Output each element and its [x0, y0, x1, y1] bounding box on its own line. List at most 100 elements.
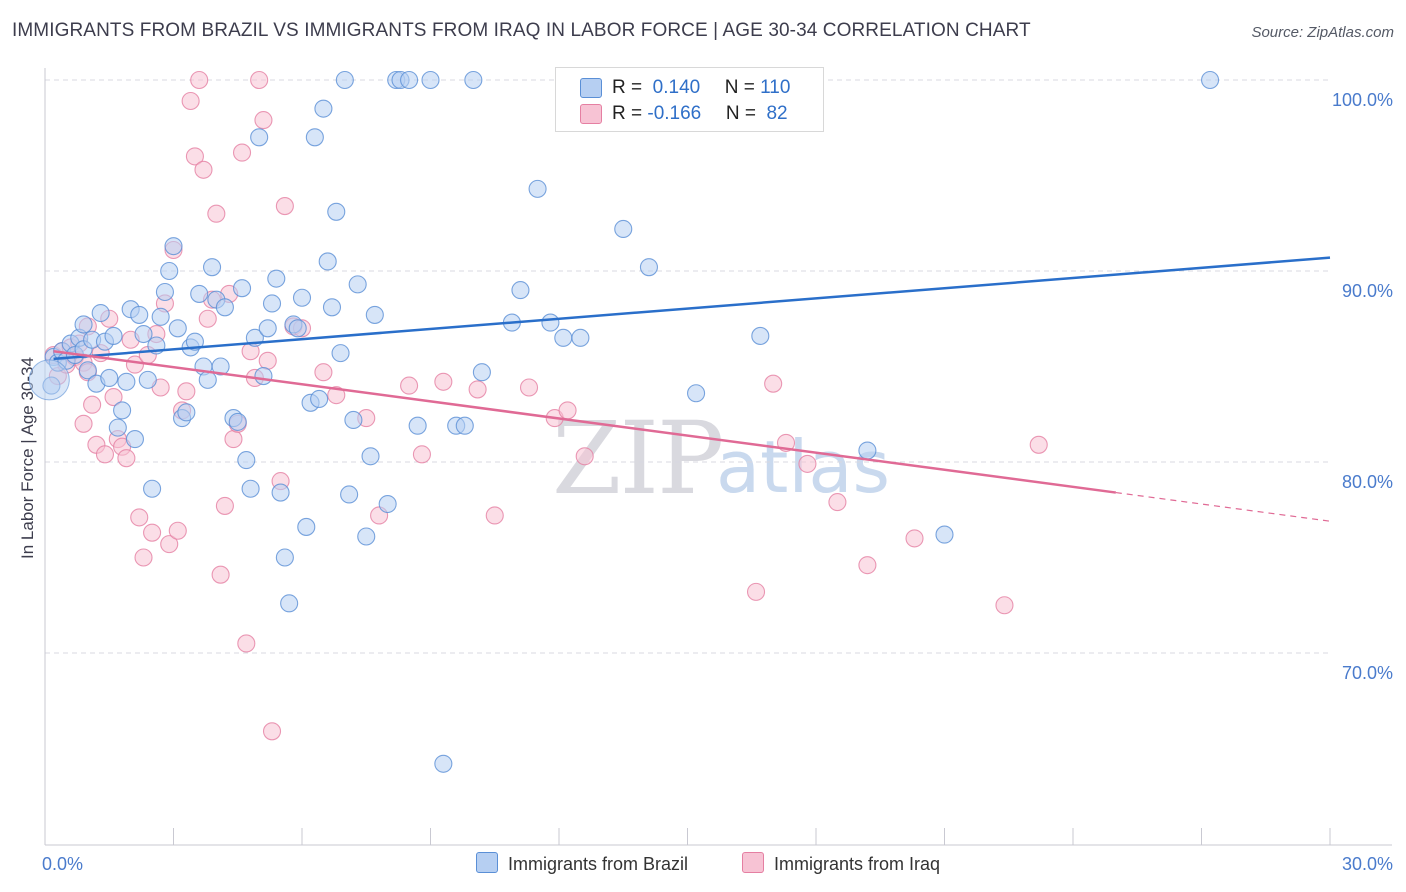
- point-brazil: [314, 99, 333, 118]
- point-brazil: [275, 548, 294, 567]
- point-brazil: [571, 328, 590, 347]
- legend-n-label: N =: [724, 77, 761, 98]
- point-brazil: [297, 517, 316, 536]
- legend-swatch-brazil: [476, 852, 498, 873]
- point-brazil: [203, 258, 222, 277]
- legend-n-value: 82: [761, 103, 788, 124]
- point-iraq: [83, 395, 102, 414]
- point-brazil: [378, 494, 397, 514]
- point-brazil: [78, 361, 97, 380]
- point-iraq: [160, 535, 179, 554]
- point-brazil: [258, 319, 277, 338]
- trend-line-iraq-extension: [1115, 491, 1331, 522]
- bottom-legend-iraq[interactable]: Immigrants from Iraq: [742, 852, 940, 875]
- point-brazil: [528, 179, 547, 198]
- point-brazil: [310, 389, 329, 409]
- point-iraq: [181, 91, 200, 111]
- y-tick-label: 90.0%: [1342, 281, 1393, 301]
- point-iraq: [519, 378, 539, 397]
- point-brazil: [134, 324, 153, 344]
- point-iraq: [117, 449, 136, 468]
- legend-label-iraq: Immigrants from Iraq: [774, 854, 941, 874]
- trend-line-brazil: [53, 256, 1331, 361]
- point-iraq: [412, 445, 431, 464]
- point-iraq: [198, 309, 217, 328]
- axes: [44, 68, 1392, 846]
- point-brazil: [322, 298, 342, 317]
- point-iraq: [746, 582, 766, 601]
- legend-label-brazil: Immigrants from Brazil: [508, 854, 689, 874]
- correlation-legend: R = 0.140 N = 110 R = -0.166 N = 82: [555, 67, 824, 132]
- point-brazil: [177, 403, 196, 422]
- point-iraq: [104, 388, 123, 407]
- legend-swatch-brazil: [580, 78, 602, 98]
- trend-line-iraq: [53, 349, 1116, 494]
- legend-n-value: 110: [760, 77, 791, 98]
- series-iraq-points: [44, 70, 1048, 741]
- point-brazil: [327, 202, 346, 221]
- point-brazil: [614, 219, 633, 239]
- y-tick-label: 70.0%: [1342, 663, 1393, 683]
- point-iraq: [798, 454, 817, 473]
- point-brazil: [318, 252, 337, 271]
- point-brazil: [138, 370, 157, 389]
- point-brazil: [241, 479, 260, 498]
- point-iraq: [194, 160, 213, 179]
- point-brazil: [935, 525, 954, 544]
- point-brazil: [211, 357, 230, 376]
- point-iraq: [858, 556, 877, 575]
- point-brazil: [228, 412, 247, 431]
- point-brazil: [130, 305, 149, 324]
- point-iraq: [74, 414, 93, 433]
- point-brazil: [357, 527, 376, 546]
- point-brazil: [254, 366, 273, 386]
- point-brazil: [164, 237, 183, 256]
- point-iraq: [258, 351, 277, 370]
- point-brazil: [361, 447, 380, 466]
- point-iraq: [434, 372, 453, 391]
- legend-n-label: N =: [725, 103, 762, 124]
- bottom-legend-brazil[interactable]: Immigrants from Brazil: [476, 852, 688, 875]
- point-brazil: [113, 401, 132, 420]
- point-brazil: [1201, 70, 1220, 90]
- point-brazil: [198, 370, 217, 389]
- point-iraq: [254, 111, 273, 130]
- point-brazil: [400, 70, 419, 90]
- point-iraq: [232, 143, 252, 162]
- trend-lines: [53, 256, 1331, 522]
- point-brazil: [91, 303, 110, 323]
- point-iraq: [130, 508, 149, 527]
- point-brazil: [292, 288, 312, 307]
- point-brazil: [288, 319, 307, 338]
- point-brazil: [541, 313, 560, 332]
- point-iraq: [262, 722, 282, 741]
- point-brazil: [408, 416, 427, 435]
- point-brazil: [331, 344, 350, 363]
- point-brazil: [335, 70, 354, 90]
- point-brazil: [100, 368, 119, 388]
- point-iraq: [211, 565, 230, 584]
- x-tick-label: 30.0%: [1342, 854, 1393, 874]
- point-brazil-cluster: [28, 359, 70, 401]
- legend-swatch-iraq: [742, 852, 764, 873]
- legend-r-value: 0.140: [647, 77, 701, 98]
- point-iraq: [485, 506, 504, 525]
- point-brazil: [340, 485, 359, 504]
- point-brazil: [168, 319, 187, 338]
- point-iraq: [828, 493, 847, 512]
- point-iraq: [314, 363, 333, 382]
- point-iraq: [905, 529, 924, 548]
- point-iraq: [95, 445, 115, 464]
- point-iraq: [185, 147, 204, 166]
- point-brazil: [117, 372, 136, 391]
- legend-text-iraq: R = -0.166 N = 82: [612, 103, 788, 125]
- point-iraq: [327, 386, 346, 405]
- point-brazil: [687, 384, 706, 403]
- point-brazil: [151, 307, 170, 326]
- point-brazil: [267, 269, 286, 288]
- point-iraq: [190, 70, 209, 90]
- point-iraq: [215, 496, 234, 515]
- point-brazil: [215, 298, 234, 317]
- point-brazil: [190, 284, 209, 303]
